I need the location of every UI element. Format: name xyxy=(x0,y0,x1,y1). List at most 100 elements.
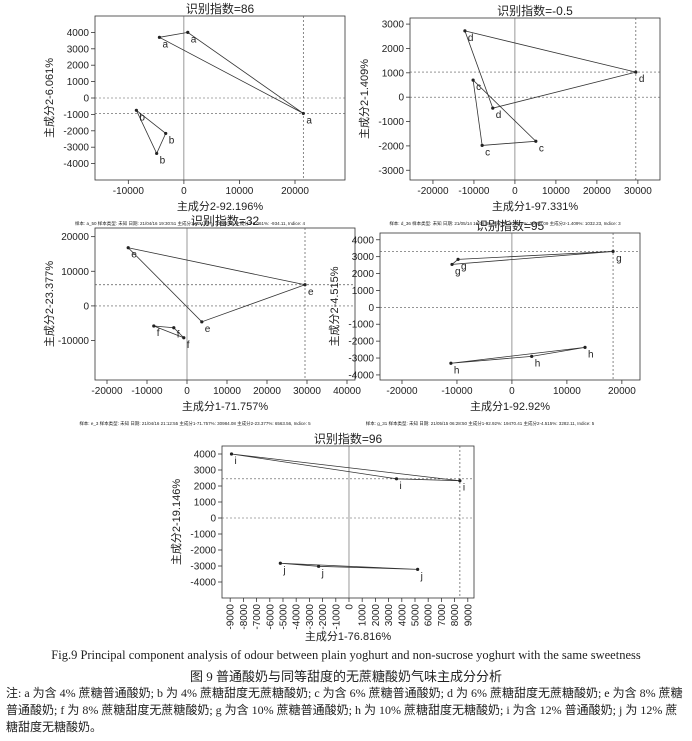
y-axis-label: 主成分2-1.409% xyxy=(358,59,371,139)
chart-title: 识别指数=32 xyxy=(191,213,260,228)
x-tick-label: -10000 xyxy=(458,186,490,197)
point-label: g xyxy=(616,253,622,264)
x-tick-label: -20000 xyxy=(91,386,123,397)
chart-footer: 样本: g_31 样本类型: 未知 日期: 21/05/15 06:28:50 … xyxy=(366,420,595,427)
y-tick-label: 3000 xyxy=(382,20,405,31)
data-point xyxy=(450,262,454,267)
group-outline xyxy=(126,247,307,323)
data-point xyxy=(278,561,282,565)
y-tick-label: 20000 xyxy=(61,232,89,243)
data-point xyxy=(534,139,538,143)
y-tick-label: -2000 xyxy=(348,337,374,348)
data-point xyxy=(186,30,190,34)
y-axis-label: 主成分2-6.061% xyxy=(43,58,56,138)
x-tick-label: 40000 xyxy=(333,386,361,397)
data-point xyxy=(471,78,475,82)
x-axis-label: 主成分1-76.816% xyxy=(305,630,391,643)
y-tick-label: -4000 xyxy=(348,370,374,381)
y-tick-label: -2000 xyxy=(190,546,216,557)
chart-title: 识别指数=95 xyxy=(476,218,545,233)
x-tick-label: -10000 xyxy=(113,186,145,197)
data-point xyxy=(317,564,321,568)
caption-note: 注: a 为含 4% 蔗糖普通酸奶; b 为 4% 蔗糖甜度无蔗糖酸奶; c 为… xyxy=(6,686,683,734)
y-axis-label: 主成分2-23.377% xyxy=(43,261,56,347)
x-tick-label: 2000 xyxy=(371,604,382,627)
data-point xyxy=(394,477,399,481)
y-tick-label: 4000 xyxy=(67,28,90,39)
x-tick-label: 6000 xyxy=(424,604,435,627)
point-label: b xyxy=(169,135,175,146)
x-tick-label: 0 xyxy=(181,186,187,197)
x-tick-label: 5000 xyxy=(410,604,421,627)
x-tick-label: 7000 xyxy=(437,604,448,627)
x-tick-label: 10000 xyxy=(226,186,254,197)
x-tick-label: -20000 xyxy=(417,186,449,197)
y-tick-label: -2000 xyxy=(378,141,404,152)
plot-frame xyxy=(409,17,661,181)
x-tick-label: -7000 xyxy=(252,604,263,630)
y-tick-label: 2000 xyxy=(382,44,405,55)
data-point xyxy=(155,151,159,156)
y-tick-label: 10000 xyxy=(61,267,89,278)
x-tick-label: -9000 xyxy=(226,604,237,630)
plot-frame xyxy=(221,445,475,599)
x-axis-label: 主成分1-97.331% xyxy=(492,200,578,213)
x-axis-label: 主成分1-92.92% xyxy=(470,400,550,413)
data-point xyxy=(164,131,168,136)
caption-chinese: 图 9 普通酸奶与同等甜度的无蔗糖酸奶气味主成分分析 xyxy=(189,669,502,684)
point-label: h xyxy=(588,349,594,360)
x-tick-label: -10000 xyxy=(131,386,163,397)
y-tick-label: -3000 xyxy=(63,143,89,154)
x-tick-label: 30000 xyxy=(624,186,652,197)
point-label: j xyxy=(282,565,285,576)
y-tick-label: 0 xyxy=(368,303,374,314)
y-tick-label: 2000 xyxy=(67,61,90,72)
x-tick-label: -2000 xyxy=(318,604,329,630)
data-point xyxy=(634,70,638,74)
group-outline xyxy=(231,453,460,482)
data-point xyxy=(301,111,305,116)
y-tick-label: -10000 xyxy=(58,336,90,347)
point-label: g xyxy=(461,261,467,272)
point-label: j xyxy=(321,568,324,579)
y-tick-label: -3000 xyxy=(190,562,216,573)
point-label: i xyxy=(400,481,402,492)
x-tick-label: -3000 xyxy=(305,604,316,630)
y-tick-label: 0 xyxy=(83,94,89,105)
x-tick-label: 30000 xyxy=(293,386,321,397)
point-label: c xyxy=(539,143,544,154)
data-point xyxy=(182,336,186,340)
y-tick-label: 0 xyxy=(398,93,404,104)
y-tick-label: 0 xyxy=(83,301,89,312)
x-tick-label: 0 xyxy=(509,386,515,397)
data-point xyxy=(229,452,234,456)
y-tick-label: 1000 xyxy=(67,77,90,88)
x-tick-label: 10000 xyxy=(553,386,581,397)
point-label: i xyxy=(235,456,237,467)
x-tick-label: -10000 xyxy=(441,386,473,397)
chart-footer: 样本: e_3 样本类型: 未知 日期: 21/04/16 21:12:55 主… xyxy=(79,420,311,427)
x-tick-label: 1000 xyxy=(358,604,369,627)
point-label: b xyxy=(139,112,145,123)
chart-title: 识别指数=86 xyxy=(186,1,255,16)
point-label: e xyxy=(205,324,211,335)
x-tick-label: 4000 xyxy=(397,604,408,627)
point-label: e xyxy=(308,287,314,298)
x-tick-label: 20000 xyxy=(253,386,281,397)
point-label: g xyxy=(455,266,461,277)
x-tick-label: 0 xyxy=(512,186,518,197)
y-tick-label: 1000 xyxy=(194,498,217,509)
figure-charts: 识别指数=8640003000200010000-1000-2000-3000-… xyxy=(43,1,661,643)
x-tick-label: -1000 xyxy=(331,604,342,630)
x-tick-label: -8000 xyxy=(239,604,250,630)
x-tick-label: 9000 xyxy=(463,604,474,627)
point-label: d xyxy=(496,110,502,121)
data-point xyxy=(456,257,460,261)
x-tick-label: 0 xyxy=(184,386,190,397)
y-tick-label: 4000 xyxy=(352,235,375,246)
x-tick-label: -20000 xyxy=(386,386,418,397)
group-outline xyxy=(153,325,185,339)
point-label: e xyxy=(131,250,137,261)
point-label: c xyxy=(476,82,481,93)
y-tick-label: 3000 xyxy=(352,252,375,263)
